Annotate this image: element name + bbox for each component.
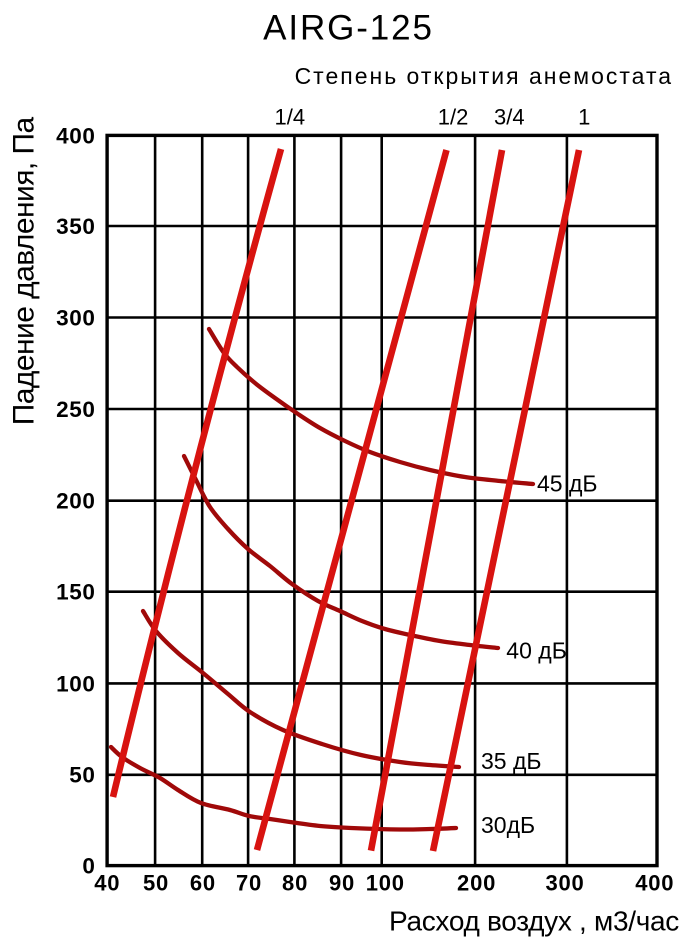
svg-text:0: 0 — [82, 854, 95, 879]
svg-text:Степень открытия анемостата: Степень открытия анемостата — [295, 63, 673, 89]
svg-text:35 дБ: 35 дБ — [481, 748, 542, 774]
svg-text:45 дБ: 45 дБ — [537, 470, 598, 496]
svg-text:200: 200 — [457, 871, 496, 896]
svg-text:350: 350 — [56, 214, 95, 239]
svg-text:1: 1 — [578, 105, 590, 130]
svg-text:400: 400 — [56, 123, 95, 148]
svg-text:150: 150 — [56, 580, 95, 605]
svg-text:AIRG-125: AIRG-125 — [263, 9, 434, 48]
svg-text:400: 400 — [635, 871, 674, 896]
svg-text:1/2: 1/2 — [438, 105, 469, 130]
svg-text:80: 80 — [282, 871, 308, 896]
svg-text:40 дБ: 40 дБ — [506, 637, 567, 663]
svg-text:50: 50 — [143, 871, 169, 896]
svg-text:Расход воздух , м3/час: Расход воздух , м3/час — [389, 906, 679, 937]
svg-text:30дБ: 30дБ — [481, 812, 535, 838]
svg-text:250: 250 — [56, 397, 95, 422]
svg-text:100: 100 — [56, 671, 95, 696]
svg-text:60: 60 — [190, 871, 216, 896]
svg-text:200: 200 — [56, 489, 95, 514]
svg-text:50: 50 — [69, 763, 95, 788]
svg-text:100: 100 — [366, 871, 405, 896]
svg-text:300: 300 — [56, 305, 95, 330]
svg-text:70: 70 — [236, 871, 262, 896]
svg-text:Падение давления, Па: Падение давления, Па — [8, 116, 41, 425]
svg-text:1/4: 1/4 — [275, 105, 306, 130]
svg-text:90: 90 — [329, 871, 355, 896]
svg-text:300: 300 — [545, 871, 584, 896]
svg-text:40: 40 — [94, 871, 120, 896]
svg-text:3/4: 3/4 — [494, 105, 525, 130]
